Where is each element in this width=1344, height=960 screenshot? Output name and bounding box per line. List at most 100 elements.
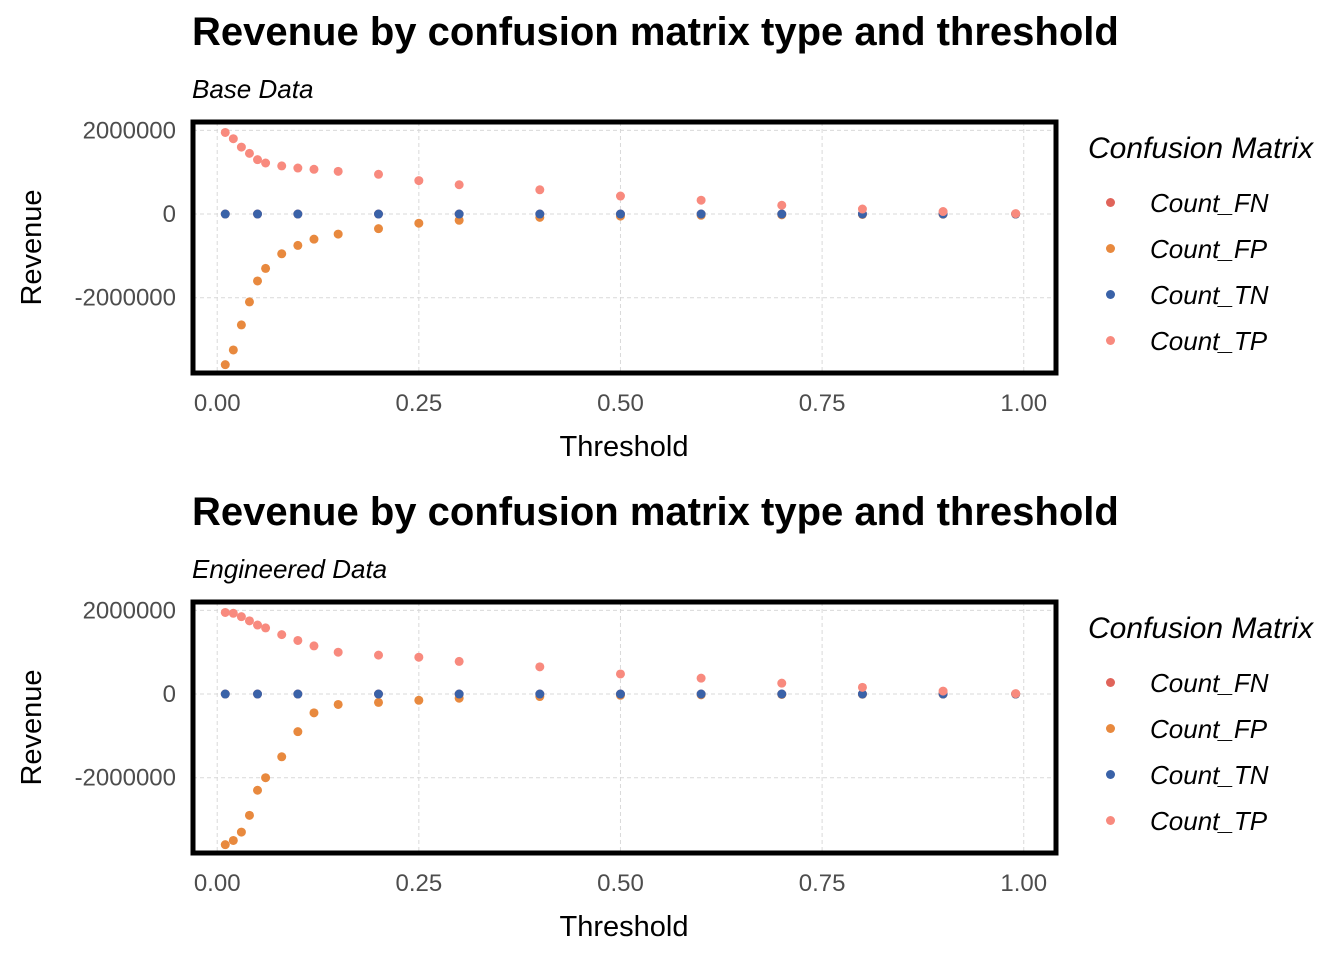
data-point-count-tp — [253, 620, 263, 630]
data-point-count-tp — [696, 673, 706, 683]
legend-key-dot — [1106, 198, 1115, 207]
data-point-count-tp — [857, 204, 867, 214]
legend-title: Confusion Matrix — [1088, 612, 1314, 645]
chart-subtitle: Engineered Data — [192, 554, 388, 584]
scatter-plot-engineered: 0.00 0.25 0.50 0.75 1.00 2000000 0 -2000000 Thre… — [16, 597, 1059, 943]
data-point-count-tp — [454, 180, 464, 190]
data-point-count-tp — [244, 148, 254, 158]
legend-label: Count_FP — [1150, 714, 1268, 744]
data-point-count-fp — [236, 320, 246, 330]
x-tick-label: 1.00 — [1000, 870, 1047, 897]
x-tick-label: 1.00 — [1000, 390, 1047, 417]
data-point-count-tp — [333, 166, 343, 176]
legend-key-dot — [1106, 816, 1115, 825]
data-point-count-tn — [220, 209, 230, 219]
data-point-count-fp — [236, 827, 246, 837]
data-point-count-tp — [293, 635, 303, 645]
data-point-count-tp — [277, 630, 287, 640]
x-axis-title: Threshold — [560, 431, 689, 463]
data-point-count-tn — [253, 209, 263, 219]
data-point-count-fp — [454, 215, 464, 225]
data-point-count-tp — [938, 686, 948, 696]
data-point-count-fp — [333, 229, 343, 239]
data-point-count-tn — [696, 209, 706, 219]
data-point-count-tn — [454, 689, 464, 699]
legend-key-dot — [1106, 724, 1115, 733]
chart-panel-engineered: Revenue by confusion matrix type and thr… — [0, 480, 1344, 960]
data-point-count-tp — [333, 647, 343, 657]
data-point-count-tn — [293, 209, 303, 219]
data-point-count-tn — [615, 209, 625, 219]
data-point-count-tp — [696, 195, 706, 205]
data-point-count-tp — [938, 207, 948, 217]
data-point-count-tp — [454, 656, 464, 666]
y-axis-title: Revenue — [16, 189, 48, 305]
data-point-count-fp — [253, 785, 263, 795]
data-point-count-fp — [253, 276, 263, 286]
data-point-count-tp — [261, 158, 271, 168]
data-point-count-fp — [414, 218, 424, 228]
y-tick-label: 2000000 — [83, 597, 176, 624]
data-point-count-fp — [293, 240, 303, 250]
data-point-count-tp — [535, 185, 545, 195]
legend-key-dot — [1106, 244, 1115, 253]
y-tick-label: 0 — [163, 201, 176, 228]
data-point-count-tn — [535, 689, 545, 699]
data-point-count-fp — [244, 810, 254, 820]
data-point-count-fp — [220, 360, 230, 370]
data-point-count-fp — [261, 263, 271, 273]
data-point-count-fp — [309, 708, 319, 718]
x-tick-label: 0.50 — [597, 390, 644, 417]
data-point-count-fp — [228, 835, 238, 845]
data-point-count-tp — [374, 650, 384, 660]
data-point-count-tp — [1011, 689, 1021, 699]
data-point-count-tn — [293, 689, 303, 699]
y-tick-label: 2000000 — [83, 117, 176, 144]
chart-panel-base: Revenue by confusion matrix type and thr… — [16, 10, 1313, 463]
data-point-count-fp — [414, 695, 424, 705]
data-point-count-tp — [615, 191, 625, 201]
x-tick-label: 0.25 — [395, 390, 442, 417]
x-tick-label: 0.75 — [799, 870, 846, 897]
data-point-count-fp — [293, 727, 303, 737]
y-tick-label: -2000000 — [75, 765, 176, 792]
data-point-count-fp — [277, 752, 287, 762]
data-point-count-tn — [374, 209, 384, 219]
legend-label: Count_TN — [1150, 280, 1269, 310]
legend-label: Count_FN — [1150, 668, 1269, 698]
data-point-count-tp — [253, 155, 263, 165]
data-point-count-tp — [857, 682, 867, 692]
y-tick-label: 0 — [163, 681, 176, 708]
y-axis-title: Revenue — [16, 669, 48, 785]
data-point-count-tn — [220, 689, 230, 699]
data-point-count-fp — [228, 345, 238, 355]
data-point-count-tp — [220, 127, 230, 137]
x-tick-label: 0.00 — [194, 390, 241, 417]
data-point-count-fp — [374, 697, 384, 707]
data-point-count-tp — [236, 142, 246, 152]
data-point-count-tn — [857, 689, 867, 699]
data-point-count-fp — [277, 249, 287, 259]
data-point-count-tn — [253, 689, 263, 699]
legend-key-dot — [1106, 678, 1115, 687]
data-point-count-fp — [244, 297, 254, 307]
data-point-count-tp — [309, 641, 319, 651]
data-point-count-tp — [777, 200, 787, 210]
data-point-count-tp — [293, 163, 303, 173]
data-point-count-tp — [309, 164, 319, 174]
y-tick-label: -2000000 — [75, 285, 176, 312]
data-point-count-tn — [615, 689, 625, 699]
data-point-count-tp — [414, 176, 424, 186]
x-tick-label: 0.75 — [799, 390, 846, 417]
data-point-count-tp — [228, 134, 238, 144]
data-point-count-tn — [696, 689, 706, 699]
data-point-count-tp — [1011, 209, 1021, 219]
chart-subtitle: Base Data — [192, 74, 314, 104]
chart-title: Revenue by confusion matrix type and thr… — [192, 10, 1119, 54]
data-point-count-fp — [309, 234, 319, 244]
data-point-count-tn — [777, 209, 787, 219]
legend-key-dot — [1106, 336, 1115, 345]
data-point-count-tn — [454, 209, 464, 219]
legend-key-dot — [1106, 770, 1115, 779]
legend-key-dot — [1106, 290, 1115, 299]
